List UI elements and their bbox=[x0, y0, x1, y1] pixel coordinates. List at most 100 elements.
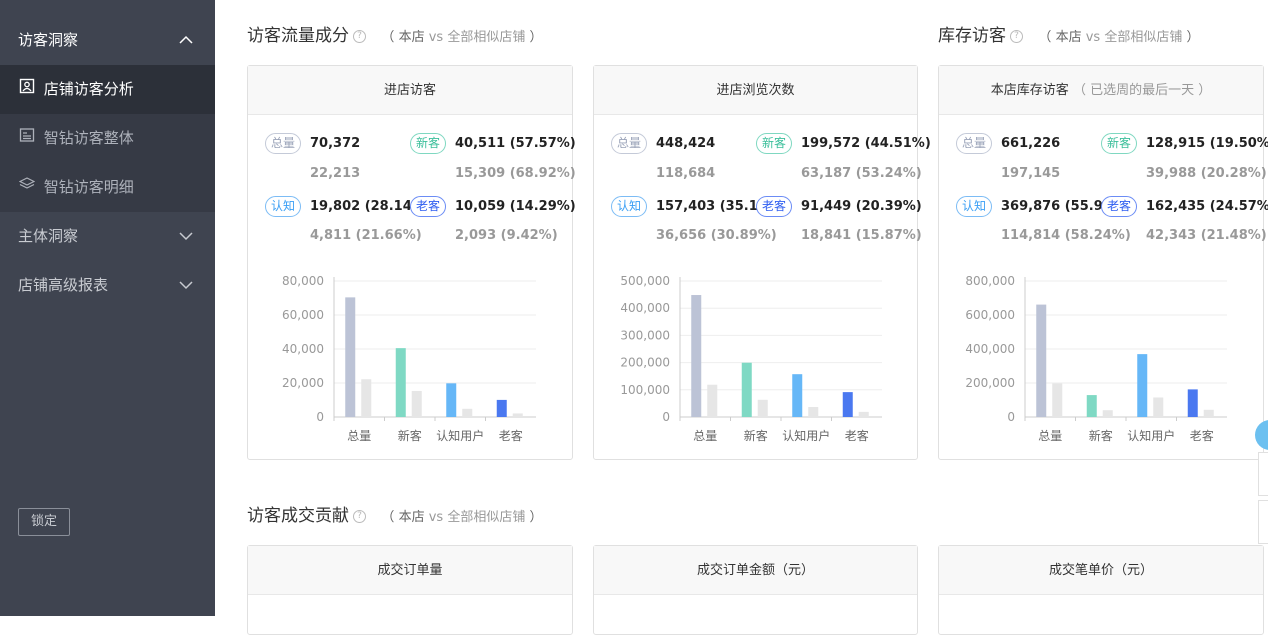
side-tab[interactable] bbox=[1258, 500, 1268, 544]
sidebar-item-label: 智钻访客整体 bbox=[43, 129, 134, 147]
bar-know-peer[interactable] bbox=[462, 408, 473, 417]
bar-know-peer[interactable] bbox=[808, 407, 819, 417]
bar-chart: 0 200,000 400,000 600,000 800,000 总量 新客 认知用户 老客 bbox=[965, 274, 1227, 443]
section-heading: 访客成交贡献 bbox=[247, 506, 349, 526]
sidebar-item-label: 店铺访客分析 bbox=[43, 80, 134, 98]
section-title-contribution: 访客成交贡献? （ 本店 vs 全部相似店铺 ） bbox=[247, 501, 543, 526]
bar-new-store[interactable] bbox=[1086, 395, 1097, 417]
help-icon[interactable]: ? bbox=[353, 29, 366, 43]
card-header: 进店浏览次数 bbox=[594, 66, 917, 115]
paren-open: （ bbox=[381, 510, 395, 525]
bar-old-peer[interactable] bbox=[512, 413, 523, 417]
bar-old-store[interactable] bbox=[496, 399, 507, 417]
y-tick-label: 40,000 bbox=[282, 342, 324, 356]
peer-value-know: 114,814 (58.24%) bbox=[1001, 228, 1131, 243]
card-title: 进店访客 bbox=[383, 83, 436, 98]
side-tab[interactable] bbox=[1258, 452, 1268, 496]
peer-value-total: 118,684 bbox=[656, 166, 716, 181]
bar-total-peer[interactable] bbox=[1052, 383, 1063, 417]
bar-total-peer[interactable] bbox=[707, 384, 718, 417]
bar-know-store[interactable] bbox=[792, 374, 803, 417]
vs-label: vs bbox=[428, 30, 444, 45]
bar-know-store[interactable] bbox=[446, 383, 457, 417]
help-icon[interactable]: ? bbox=[353, 509, 366, 523]
bar-old-store[interactable] bbox=[842, 392, 853, 417]
y-tick-label: 0 bbox=[316, 410, 324, 424]
chevron-up-icon bbox=[179, 16, 193, 65]
report-icon bbox=[18, 114, 36, 163]
bar-total-store[interactable] bbox=[1036, 304, 1047, 417]
bar-new-peer[interactable] bbox=[757, 399, 768, 417]
sidebar-section-title: 访客洞察 bbox=[18, 31, 79, 49]
value-know: 369,876 (55.94%) bbox=[1001, 199, 1131, 214]
section-heading: 访客流量成分 bbox=[247, 26, 349, 46]
value-old: 91,449 (20.39%) bbox=[801, 199, 922, 214]
vs-label: vs bbox=[1085, 30, 1101, 45]
card-inventory-visitors: 本店库存访客 （ 已选周的最后一天 ） 总量 661,226 197,145 新客 128… bbox=[938, 65, 1268, 460]
sidebar-group-subject-insight[interactable]: 主体洞察 bbox=[0, 212, 215, 261]
value-old: 10,059 (14.29%) bbox=[455, 199, 576, 214]
sidebar-section-header[interactable]: 访客洞察 bbox=[0, 16, 215, 65]
chevron-down-icon bbox=[179, 212, 193, 261]
section-title-traffic: 访客流量成分? （ 本店 vs 全部相似店铺 ） bbox=[247, 21, 543, 46]
tag-know: 认知 bbox=[265, 196, 302, 217]
bar-old-peer[interactable] bbox=[858, 411, 869, 417]
peers-label: 全部相似店铺 bbox=[447, 510, 526, 525]
x-tick-label: 新客 bbox=[1089, 428, 1113, 443]
y-tick-label: 100,000 bbox=[620, 383, 670, 397]
value-new: 199,572 (44.51%) bbox=[801, 136, 931, 151]
card-title-note: （ 已选周的最后一天 ） bbox=[1072, 83, 1212, 98]
card-orders: 成交订单量 bbox=[247, 545, 573, 635]
store-label: 本店 bbox=[398, 30, 425, 45]
y-tick-label: 400,000 bbox=[965, 342, 1015, 356]
bar-total-peer[interactable] bbox=[361, 379, 372, 417]
bar-new-store[interactable] bbox=[395, 348, 406, 417]
peer-value-total: 22,213 bbox=[310, 166, 361, 181]
bar-total-store[interactable] bbox=[691, 295, 702, 417]
bar-new-store[interactable] bbox=[741, 362, 752, 417]
x-tick-label: 总量 bbox=[693, 429, 717, 443]
value-total: 448,424 bbox=[656, 136, 716, 151]
card-store-visitors: 进店访客 总量 70,372 22,213 新客 40,511 (57.57%) 15,30… bbox=[247, 65, 576, 460]
sidebar-item-zhizuan-overall[interactable]: 智钻访客整体 bbox=[0, 114, 215, 163]
bar-new-peer[interactable] bbox=[411, 390, 422, 417]
peers-label: 全部相似店铺 bbox=[1104, 30, 1183, 45]
bar-know-peer[interactable] bbox=[1153, 397, 1164, 417]
card-title: 本店库存访客 bbox=[990, 83, 1069, 98]
tag-new: 新客 bbox=[410, 133, 447, 154]
bar-old-store[interactable] bbox=[1187, 389, 1198, 417]
value-old: 162,435 (24.57%) bbox=[1146, 199, 1268, 214]
bar-know-store[interactable] bbox=[1137, 354, 1148, 417]
compare-note: （ 本店 vs 全部相似店铺 ） bbox=[1038, 30, 1199, 45]
x-tick-label: 老客 bbox=[499, 428, 523, 443]
tag-total: 总量 bbox=[611, 133, 648, 154]
paren-close: ） bbox=[1186, 30, 1200, 45]
bar-total-store[interactable] bbox=[345, 297, 356, 417]
store-label: 本店 bbox=[398, 510, 425, 525]
card-order-amount: 成交订单金额（元） bbox=[593, 545, 918, 635]
paren-close: ） bbox=[529, 30, 543, 45]
peers-label: 全部相似店铺 bbox=[447, 30, 526, 45]
sidebar-group-advanced-report[interactable]: 店铺高级报表 bbox=[0, 261, 215, 310]
bar-chart: 0 100,000 200,000 300,000 400,000 500,000 总量 新客… bbox=[620, 274, 882, 443]
bar-new-peer[interactable] bbox=[1102, 410, 1113, 417]
x-tick-label: 老客 bbox=[845, 428, 869, 443]
peer-value-old: 18,841 (15.87%) bbox=[801, 228, 922, 243]
tag-know: 认知 bbox=[956, 196, 993, 217]
bar-old-peer[interactable] bbox=[1203, 409, 1214, 417]
tag-new: 新客 bbox=[1101, 133, 1138, 154]
sidebar-item-zhizuan-detail[interactable]: 智钻访客明细 bbox=[0, 163, 215, 212]
y-tick-label: 600,000 bbox=[965, 308, 1015, 322]
card-title: 成交笔单价（元） bbox=[939, 546, 1263, 595]
bar-chart: 0 20,000 40,000 60,000 80,000 总量 新客 认知用户 老客 bbox=[282, 274, 536, 443]
floating-help-button[interactable] bbox=[1255, 420, 1268, 450]
paren-close: ） bbox=[529, 510, 543, 525]
user-portrait-icon bbox=[18, 65, 36, 114]
lock-button[interactable]: 锁定 bbox=[18, 508, 70, 536]
sidebar-group-label: 主体洞察 bbox=[18, 227, 79, 245]
help-icon[interactable]: ? bbox=[1010, 29, 1023, 43]
compare-note: （ 本店 vs 全部相似店铺 ） bbox=[381, 510, 542, 525]
y-tick-label: 60,000 bbox=[282, 308, 324, 322]
sidebar-item-store-visitor-analysis[interactable]: 店铺访客分析 bbox=[0, 65, 215, 114]
section-title-inventory: 库存访客? （ 本店 vs 全部相似店铺 ） bbox=[938, 21, 1200, 46]
